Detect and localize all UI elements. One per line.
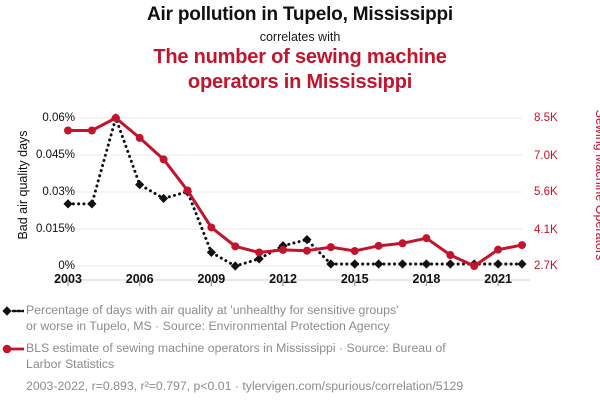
- data-point-marker: [350, 259, 360, 269]
- x-axis-tick-label: 2003: [54, 272, 82, 286]
- y-axis-left-tick-label: 0.03%: [42, 186, 75, 198]
- legend-item-sewing-operators-line1: BLS estimate of sewing machine operators…: [26, 341, 446, 355]
- legend-item-air-quality-line1: Percentage of days with air quality at '…: [26, 303, 399, 317]
- data-point-marker: [159, 155, 168, 164]
- y-axis-right-tick-label: 7.0K: [534, 150, 558, 163]
- y-axis-right-tick-label: 5.6K: [534, 186, 558, 198]
- data-point-marker: [374, 241, 383, 250]
- x-axis-tick-label: 2018: [412, 272, 441, 286]
- legend-item-sewing-operators-line2: Larbor Statistics: [26, 356, 115, 371]
- correlates-with-label: correlates with: [259, 30, 341, 44]
- y-axis-left-tick-label: 0.045%: [35, 149, 75, 161]
- y-axis-left-tick-label: 0.015%: [35, 223, 75, 235]
- data-point-marker: [231, 242, 240, 251]
- data-point-marker: [63, 199, 73, 209]
- data-point-marker: [207, 223, 216, 232]
- chart-area: Bad air quality days Sewing Machine Oper…: [0, 100, 600, 300]
- data-point-marker: [470, 262, 479, 270]
- data-point-marker: [302, 246, 311, 255]
- data-point-marker: [421, 259, 432, 269]
- legend-item-air-quality-line2: or worse in Tupelo, MS · Source: Environ…: [26, 318, 390, 333]
- data-point-marker: [326, 243, 335, 252]
- data-point-marker: [206, 247, 216, 258]
- data-point-marker: [183, 186, 192, 195]
- data-point-marker: [87, 126, 96, 135]
- x-axis-tick-label: 2006: [125, 272, 154, 286]
- data-point-marker: [350, 246, 359, 255]
- legend-item-sewing-operators: BLS estimate of sewing machine operators…: [0, 341, 600, 372]
- circle-solid-marker-icon: [2, 344, 24, 354]
- data-point-marker: [374, 259, 384, 269]
- y-axis-left-tick-label: 0%: [58, 260, 75, 272]
- plot-canvas: [60, 113, 530, 286]
- data-point-marker: [279, 245, 288, 254]
- page-subtitle-line2: operators in Mississippi: [187, 71, 413, 93]
- page-subtitle-line1: The number of sewing machine: [153, 46, 447, 68]
- data-point-marker: [135, 180, 145, 190]
- page-subtitle: The number of sewing machine operators i…: [0, 45, 600, 95]
- data-point-marker: [302, 235, 312, 245]
- page-title: Air pollution in Tupelo, Mississippi: [147, 4, 453, 25]
- data-point-marker: [397, 259, 408, 269]
- data-point-marker: [446, 251, 455, 260]
- y-axis-right-tick-label: 4.1K: [534, 224, 558, 237]
- data-point-marker: [135, 133, 144, 142]
- data-point-marker: [422, 234, 431, 243]
- data-point-marker: [494, 245, 503, 254]
- diamond-dotted-marker-icon: [2, 306, 24, 316]
- data-point-marker: [445, 259, 455, 269]
- chart-footnote: 2003-2022, r=0.893, r²=0.797, p<0.01 · t…: [26, 379, 464, 393]
- data-point-marker: [517, 259, 527, 269]
- data-point-marker: [254, 254, 264, 264]
- data-point-marker: [493, 259, 503, 269]
- y-axis-right-tick-label: 2.7K: [534, 260, 558, 272]
- data-point-marker: [326, 259, 336, 269]
- y-axis-left-tick-label: 0.06%: [42, 112, 75, 124]
- data-point-marker: [255, 248, 264, 257]
- x-axis-tick-label: 2012: [269, 272, 297, 286]
- data-point-marker: [158, 193, 169, 204]
- data-point-marker: [398, 239, 407, 248]
- data-point-marker: [64, 126, 72, 135]
- data-point-marker: [230, 261, 240, 271]
- x-axis-tick-label: 2021: [484, 272, 512, 286]
- series-line-sewing-operators: [66, 116, 524, 268]
- x-axis-tick-label: 2015: [340, 272, 369, 286]
- x-axis-tick-label: 2009: [197, 272, 226, 286]
- chart-legend: Percentage of days with air quality at '…: [0, 303, 600, 395]
- data-point-marker: [87, 199, 97, 209]
- legend-item-air-quality: Percentage of days with air quality at '…: [0, 303, 600, 334]
- data-point-marker: [111, 114, 120, 122]
- data-point-marker: [518, 241, 526, 250]
- y-axis-right-tick-label: 8.5K: [534, 112, 558, 124]
